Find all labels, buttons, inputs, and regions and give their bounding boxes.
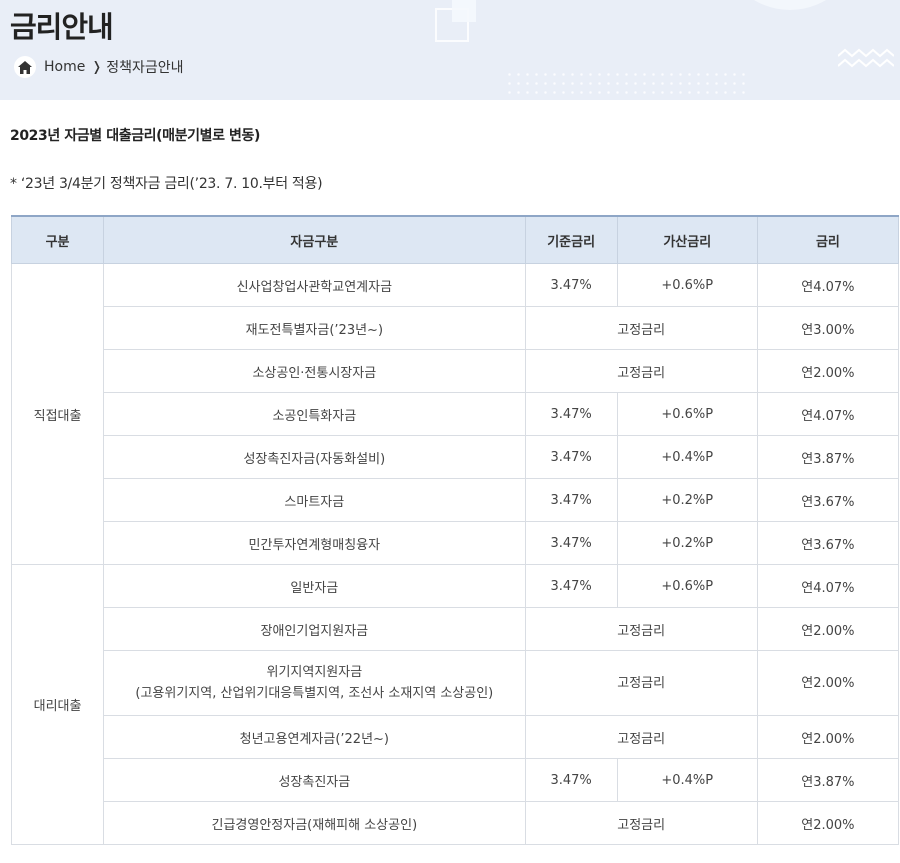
table-row: 긴급경영안정자금(재해피해 소상공인) 고정금리 연2.00% [12,801,900,845]
rate-cell: 연3.87% [756,758,900,802]
fixed-rate-cell: 고정금리 [524,801,758,845]
fund-cell: 소상공인·전통시장자금 [103,349,526,393]
page-title: 금리안내 [10,10,114,44]
fixed-rate-cell: 고정금리 [524,607,758,651]
table-row: 위기지역지원자금 (고용위기지역, 산업위기대응특별지역, 조선사 소재지역 소… [12,650,900,716]
base-rate-cell: 3.47% [524,435,618,479]
breadcrumb-home-link[interactable]: Home [44,59,86,75]
table-row: 성장촉진자금 3.47% +0.4%P 연3.87% [12,758,900,802]
rate-note: * ‘23년 3/4분기 정책자금 금리(’23. 7. 10.부터 적용) [10,176,323,192]
page-header: 금리안내 Home ❭ 정책자금안내 [0,0,900,100]
base-rate-cell: 3.47% [524,392,618,436]
breadcrumb-current[interactable]: 정책자금안내 [106,60,184,76]
group-cell: 직접대출 [10,263,105,565]
fund-cell: 스마트자금 [103,478,526,522]
rate-cell: 연3.00% [756,306,900,350]
fund-cell: 성장촉진자금(자동화설비) [103,435,526,479]
base-rate-cell: 3.47% [524,521,618,565]
add-rate-cell: +0.4%P [616,435,758,479]
rate-cell: 연2.00% [756,715,900,759]
base-rate-cell: 3.47% [524,564,618,608]
fixed-rate-cell: 고정금리 [524,650,758,716]
header-base-rate: 기준금리 [524,215,618,264]
decorative-dots [505,70,745,96]
interest-rate-table: 구분 자금구분 기준금리 가산금리 금리 직접대출 신사업창업사관학교연계자금 … [10,215,900,845]
fund-cell: 신사업창업사관학교연계자금 [103,263,526,307]
rate-cell: 연3.87% [756,435,900,479]
decorative-shape [452,0,476,22]
header-category: 구분 [10,215,105,264]
table-row: 스마트자금 3.47% +0.2%P 연3.67% [12,478,900,522]
rate-cell: 연4.07% [756,564,900,608]
base-rate-cell: 3.47% [524,478,618,522]
fixed-rate-cell: 고정금리 [524,715,758,759]
rate-cell: 연4.07% [756,263,900,307]
rate-cell: 연3.67% [756,521,900,565]
fund-cell: 소공인특화자금 [103,392,526,436]
add-rate-cell: +0.6%P [616,392,758,436]
table-row: 성장촉진자금(자동화설비) 3.47% +0.4%P 연3.87% [12,435,900,479]
fund-cell: 재도전특별자금(’23년~) [103,306,526,350]
table-row: 청년고용연계자금(’22년~) 고정금리 연2.00% [12,715,900,759]
header-fund: 자금구분 [103,215,526,264]
add-rate-cell: +0.6%P [616,263,758,307]
chevron-right-icon: ❭ [91,59,103,75]
fund-cell: 청년고용연계자금(’22년~) [103,715,526,759]
table-row: 민간투자연계형매칭융자 3.47% +0.2%P 연3.67% [12,521,900,565]
header-rate: 금리 [756,215,900,264]
table-row: 장애인기업지원자금 고정금리 연2.00% [12,607,900,651]
fund-cell: 성장촉진자금 [103,758,526,802]
base-rate-cell: 3.47% [524,263,618,307]
table-header-row: 구분 자금구분 기준금리 가산금리 금리 [10,215,900,264]
rate-cell: 연2.00% [756,650,900,716]
zigzag-decoration [838,48,894,68]
add-rate-cell: +0.4%P [616,758,758,802]
section-title: 2023년 자금별 대출금리(매분기별로 변동) [10,128,260,144]
fixed-rate-cell: 고정금리 [524,349,758,393]
table-row: 대리대출 일반자금 3.47% +0.6%P 연4.07% [10,564,900,845]
table-row: 소상공인·전통시장자금 고정금리 연2.00% [12,349,900,393]
breadcrumb: Home ❭ 정책자금안내 [14,56,184,78]
add-rate-cell: +0.2%P [616,521,758,565]
add-rate-cell: +0.2%P [616,478,758,522]
rate-cell: 연4.07% [756,392,900,436]
table-row: 재도전특별자금(’23년~) 고정금리 연3.00% [12,306,900,350]
table-row: 직접대출 신사업창업사관학교연계자금 3.47% +0.6%P 연4.07% [10,263,900,565]
fund-cell: 민간투자연계형매칭융자 [103,521,526,565]
table-row: 소공인특화자금 3.47% +0.6%P 연4.07% [12,392,900,436]
fund-cell: 위기지역지원자금 (고용위기지역, 산업위기대응특별지역, 조선사 소재지역 소… [103,650,526,716]
base-rate-cell: 3.47% [524,758,618,802]
fund-cell: 장애인기업지원자금 [103,607,526,651]
rate-cell: 연3.67% [756,478,900,522]
home-icon[interactable] [14,56,36,78]
decorative-shape [720,0,860,10]
fund-cell: 일반자금 [103,564,526,608]
fund-name: 위기지역지원자금 [266,665,363,680]
rate-cell: 연2.00% [756,607,900,651]
fixed-rate-cell: 고정금리 [524,306,758,350]
fund-cell: 긴급경영안정자금(재해피해 소상공인) [103,801,526,845]
rate-cell: 연2.00% [756,349,900,393]
group-cell: 대리대출 [10,564,105,845]
add-rate-cell: +0.6%P [616,564,758,608]
rate-cell: 연2.00% [756,801,900,845]
header-add-rate: 가산금리 [616,215,758,264]
fund-sub-note: (고용위기지역, 산업위기대응특별지역, 조선사 소재지역 소상공인) [135,686,494,701]
